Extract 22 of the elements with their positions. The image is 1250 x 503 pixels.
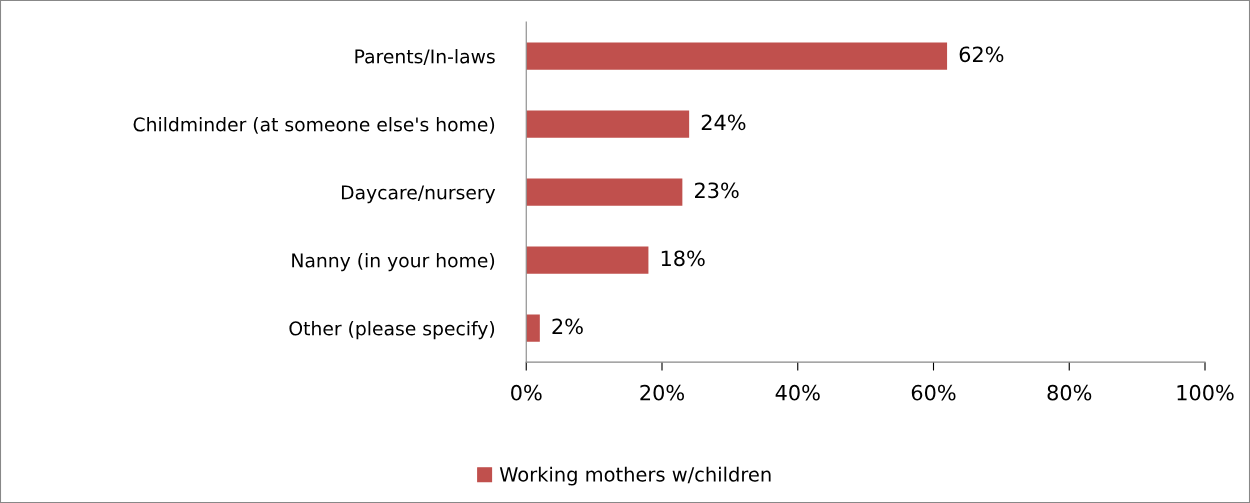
data-label: 2% bbox=[552, 318, 583, 335]
y-tick-label: Daycare/nursery bbox=[341, 185, 496, 204]
y-tick-label: Childminder (at someone else's home) bbox=[133, 117, 495, 134]
bar bbox=[526, 42, 948, 70]
x-tick-label: 20% bbox=[640, 384, 684, 401]
y-tick-label: Nanny (in your home) bbox=[292, 253, 495, 272]
x-tick-label: 80% bbox=[1047, 384, 1092, 401]
x-tick-label: 0% bbox=[511, 384, 542, 401]
x-tick-label: 100% bbox=[1177, 384, 1234, 401]
x-tick-label: 60% bbox=[911, 384, 956, 401]
legend-label: Working mothers w/children bbox=[499, 466, 771, 486]
y-tick-label: Parents/In-laws bbox=[355, 49, 495, 65]
y-tick-label: Other (please specify) bbox=[289, 321, 495, 340]
bar bbox=[526, 246, 649, 274]
bar bbox=[526, 178, 683, 206]
x-tick-label: 40% bbox=[775, 384, 820, 401]
data-label: 18% bbox=[661, 250, 705, 267]
bar bbox=[526, 314, 540, 342]
data-label: 62% bbox=[959, 46, 1004, 63]
data-label: 23% bbox=[695, 182, 739, 199]
bar bbox=[526, 110, 690, 138]
data-label: 24% bbox=[701, 114, 746, 131]
